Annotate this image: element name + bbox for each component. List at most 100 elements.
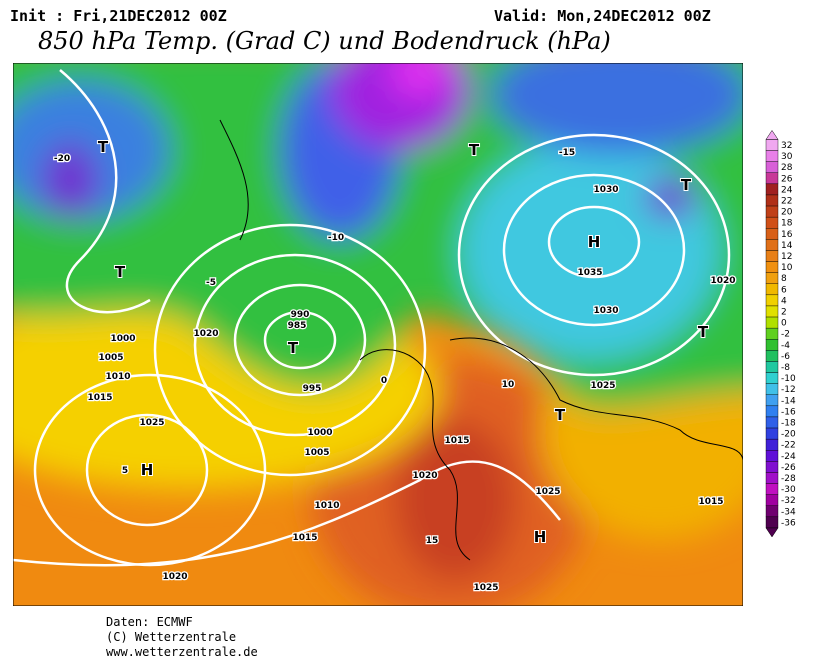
footer-line: (C) Wetterzentrale — [106, 630, 236, 644]
footer-line: Daten: ECMWF — [106, 615, 193, 629]
color-bar-label: 18 — [781, 219, 793, 229]
contour-label: 1015 — [698, 497, 723, 507]
color-bar-label: -16 — [781, 407, 796, 417]
color-swatch — [765, 405, 779, 418]
isobar — [547, 205, 641, 279]
contour-label: 0 — [381, 376, 387, 386]
color-bar-label: 14 — [781, 241, 793, 251]
color-swatch — [765, 339, 779, 351]
color-bar-label: -10 — [781, 374, 796, 384]
color-swatch — [765, 261, 779, 273]
contour-label: -5 — [206, 278, 216, 288]
isobar — [59, 69, 151, 314]
contour-label: -10 — [328, 233, 344, 243]
pressure-center: T — [681, 176, 692, 194]
color-bar-label: -8 — [781, 363, 790, 373]
contour-label: 1020 — [193, 329, 218, 339]
coastlines — [219, 119, 743, 561]
color-swatch — [765, 205, 779, 218]
color-swatch — [765, 483, 779, 495]
contour-label: 1025 — [590, 381, 615, 391]
pressure-center: H — [141, 461, 154, 479]
contour-label: 1025 — [473, 583, 498, 593]
color-bar-label: -24 — [781, 452, 796, 462]
contour-label: 1020 — [710, 276, 735, 286]
color-bar-label: 22 — [781, 197, 792, 207]
color-swatch — [765, 516, 779, 529]
pressure-center: T — [288, 339, 299, 357]
color-swatch — [765, 394, 779, 407]
map-title: 850 hPa Temp. (Grad C) und Bodendruck (h… — [38, 27, 611, 55]
color-swatch — [765, 327, 779, 340]
color-bar-label: -20 — [781, 430, 796, 440]
color-swatch — [765, 472, 779, 484]
color-bar-label: -12 — [781, 385, 796, 395]
field-area — [490, 63, 743, 155]
color-bar-label: 6 — [781, 285, 787, 295]
isobar — [153, 223, 427, 477]
color-bar-label: -34 — [781, 507, 796, 517]
pressure-center: H — [534, 528, 547, 546]
isobar — [263, 310, 337, 370]
color-swatch — [765, 294, 779, 307]
color-bar-label: -6 — [781, 352, 790, 362]
color-swatch — [765, 372, 779, 384]
contour-label: 1020 — [412, 471, 437, 481]
color-swatch — [765, 216, 779, 229]
map-labels: HHHTTTTTTT990985995100010051010101510201… — [53, 137, 737, 594]
isobar — [233, 283, 367, 397]
color-bar-label: 28 — [781, 163, 793, 173]
contour-label: 5 — [122, 466, 128, 476]
color-swatch — [765, 427, 779, 440]
color-swatch — [765, 316, 779, 329]
color-swatch — [765, 350, 779, 362]
coastline — [219, 119, 249, 241]
color-bar-label: 32 — [781, 141, 792, 151]
color-swatch — [765, 438, 779, 451]
color-bar-label: 2 — [781, 308, 787, 318]
color-bar-label: -14 — [781, 396, 796, 406]
contour-label: 10 — [502, 380, 515, 390]
color-bar-label: 0 — [781, 319, 787, 329]
contour-label: 985 — [288, 321, 307, 331]
color-bar-label: -2 — [781, 330, 790, 340]
isobar — [502, 173, 686, 327]
isobar — [33, 373, 267, 567]
color-swatch — [765, 305, 779, 318]
color-swatch — [765, 505, 779, 518]
color-bar-label: 10 — [781, 263, 793, 273]
color-bar: 32302826242220181614121086420-2-4-6-8-10… — [765, 129, 796, 538]
coastline — [359, 349, 471, 561]
color-bar-label: -36 — [781, 518, 796, 528]
color-bar-label: -18 — [781, 419, 796, 429]
color-bar-label: 16 — [781, 230, 793, 240]
isobar — [13, 460, 561, 567]
color-swatch — [765, 228, 779, 240]
pressure-center: T — [469, 141, 480, 159]
color-swatch — [765, 139, 779, 151]
contour-label: 995 — [303, 384, 322, 394]
isobar — [193, 253, 397, 437]
color-bar-label: 20 — [781, 208, 793, 218]
field-area — [390, 63, 450, 97]
color-swatch — [765, 494, 779, 506]
contour-label: 1020 — [162, 572, 187, 582]
color-swatch — [765, 150, 779, 162]
contour-label: 1025 — [139, 418, 164, 428]
isobar — [85, 413, 209, 527]
color-bar-label: 24 — [781, 185, 793, 195]
coastline — [449, 337, 743, 461]
contour-label: 1030 — [593, 306, 618, 316]
contour-label: 1000 — [110, 334, 135, 344]
contour-label: 1015 — [292, 533, 317, 543]
contour-label: 1005 — [98, 353, 123, 363]
contour-label: 1010 — [105, 372, 130, 382]
color-swatch — [765, 172, 779, 185]
contour-label: -15 — [559, 148, 575, 158]
contour-label: 1035 — [577, 268, 602, 278]
color-swatch — [765, 194, 779, 207]
color-swatch — [765, 383, 779, 395]
color-bar-cap — [765, 129, 779, 140]
